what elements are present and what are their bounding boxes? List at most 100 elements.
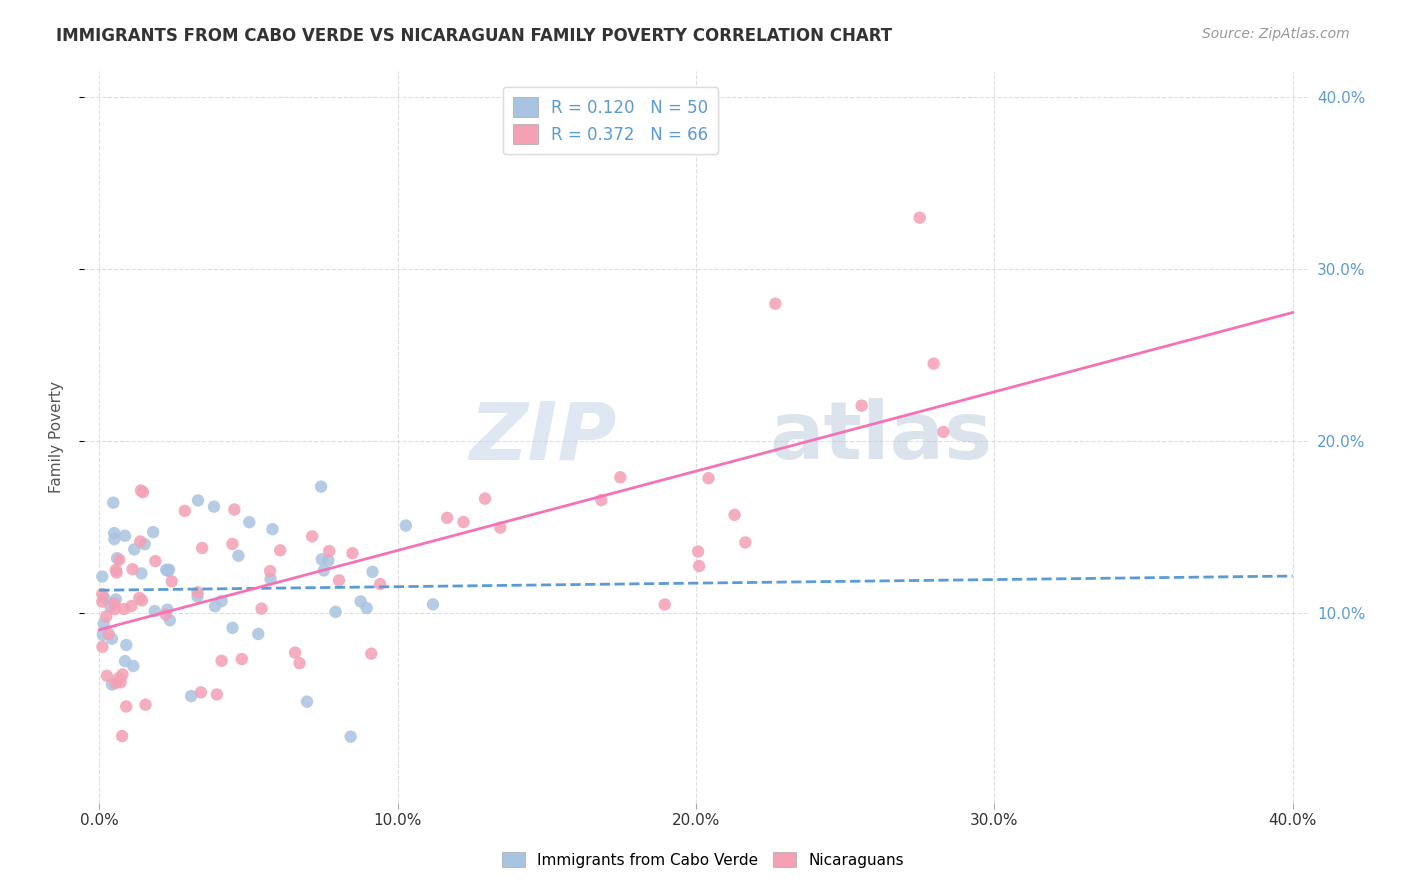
Point	[129, 483, 152, 498]
Point	[108, 553, 131, 567]
Point	[922, 357, 945, 371]
Point	[318, 553, 340, 567]
Point	[422, 598, 444, 612]
Point	[160, 574, 183, 589]
Point	[250, 601, 273, 615]
Point	[134, 537, 156, 551]
Point	[688, 544, 710, 558]
Point	[114, 654, 136, 668]
Point	[211, 594, 233, 608]
Point	[723, 508, 745, 522]
Point	[132, 485, 155, 500]
Point	[145, 554, 167, 568]
Point	[101, 677, 124, 691]
Point	[91, 628, 114, 642]
Point	[156, 564, 179, 578]
Point	[114, 529, 136, 543]
Point	[697, 471, 720, 485]
Point	[91, 594, 114, 608]
Point	[654, 598, 676, 612]
Point	[104, 563, 127, 577]
Point	[143, 604, 166, 618]
Point	[122, 659, 145, 673]
Point	[221, 621, 243, 635]
Point	[142, 525, 165, 540]
Point	[489, 520, 512, 534]
Point	[155, 563, 177, 577]
Point	[96, 609, 118, 624]
Point	[101, 632, 124, 646]
Point	[734, 535, 756, 549]
Point	[356, 601, 378, 615]
Point	[259, 572, 281, 586]
Y-axis label: Family Poverty: Family Poverty	[49, 381, 63, 493]
Point	[221, 537, 243, 551]
Point	[259, 564, 281, 578]
Point	[103, 596, 125, 610]
Point	[211, 654, 233, 668]
Point	[155, 607, 177, 622]
Point	[269, 543, 291, 558]
Point	[342, 546, 364, 560]
Point	[436, 511, 458, 525]
Point	[103, 532, 125, 546]
Point	[191, 541, 214, 555]
Point	[121, 599, 143, 613]
Point	[247, 627, 270, 641]
Point	[453, 515, 475, 529]
Point	[238, 515, 260, 529]
Point	[932, 425, 955, 439]
Point	[159, 613, 181, 627]
Point	[96, 669, 118, 683]
Point	[91, 640, 114, 654]
Point	[128, 591, 150, 605]
Point	[474, 491, 496, 506]
Point	[110, 675, 132, 690]
Point	[309, 480, 332, 494]
Point	[190, 685, 212, 699]
Point	[131, 593, 153, 607]
Text: Source: ZipAtlas.com: Source: ZipAtlas.com	[1202, 27, 1350, 41]
Text: ZIP: ZIP	[470, 398, 616, 476]
Point	[103, 496, 125, 510]
Point	[129, 534, 152, 549]
Point	[908, 211, 931, 225]
Point	[93, 616, 115, 631]
Point	[103, 526, 125, 541]
Point	[124, 542, 146, 557]
Point	[312, 563, 335, 577]
Point	[115, 638, 138, 652]
Point	[339, 730, 361, 744]
Point	[93, 591, 115, 606]
Point	[91, 569, 114, 583]
Legend: R = 0.120   N = 50, R = 0.372   N = 66: R = 0.120 N = 50, R = 0.372 N = 66	[502, 87, 718, 154]
Point	[204, 599, 226, 614]
Point	[186, 590, 208, 604]
Point	[262, 522, 284, 536]
Point	[121, 562, 143, 576]
Point	[112, 602, 135, 616]
Point	[288, 656, 311, 670]
Point	[111, 667, 134, 681]
Point	[104, 592, 127, 607]
Point	[91, 587, 114, 601]
Point	[361, 565, 384, 579]
Point	[688, 559, 710, 574]
Point	[105, 566, 128, 580]
Point	[111, 729, 134, 743]
Legend: Immigrants from Cabo Verde, Nicaraguans: Immigrants from Cabo Verde, Nicaraguans	[494, 844, 912, 875]
Point	[311, 552, 333, 566]
Point	[301, 529, 323, 543]
Point	[187, 493, 209, 508]
Point	[284, 646, 307, 660]
Point	[173, 504, 195, 518]
Point	[156, 603, 179, 617]
Point	[157, 563, 180, 577]
Point	[349, 594, 371, 608]
Point	[131, 566, 153, 581]
Point	[107, 671, 129, 685]
Point	[368, 577, 391, 591]
Point	[360, 647, 382, 661]
Point	[609, 470, 631, 484]
Point	[295, 695, 318, 709]
